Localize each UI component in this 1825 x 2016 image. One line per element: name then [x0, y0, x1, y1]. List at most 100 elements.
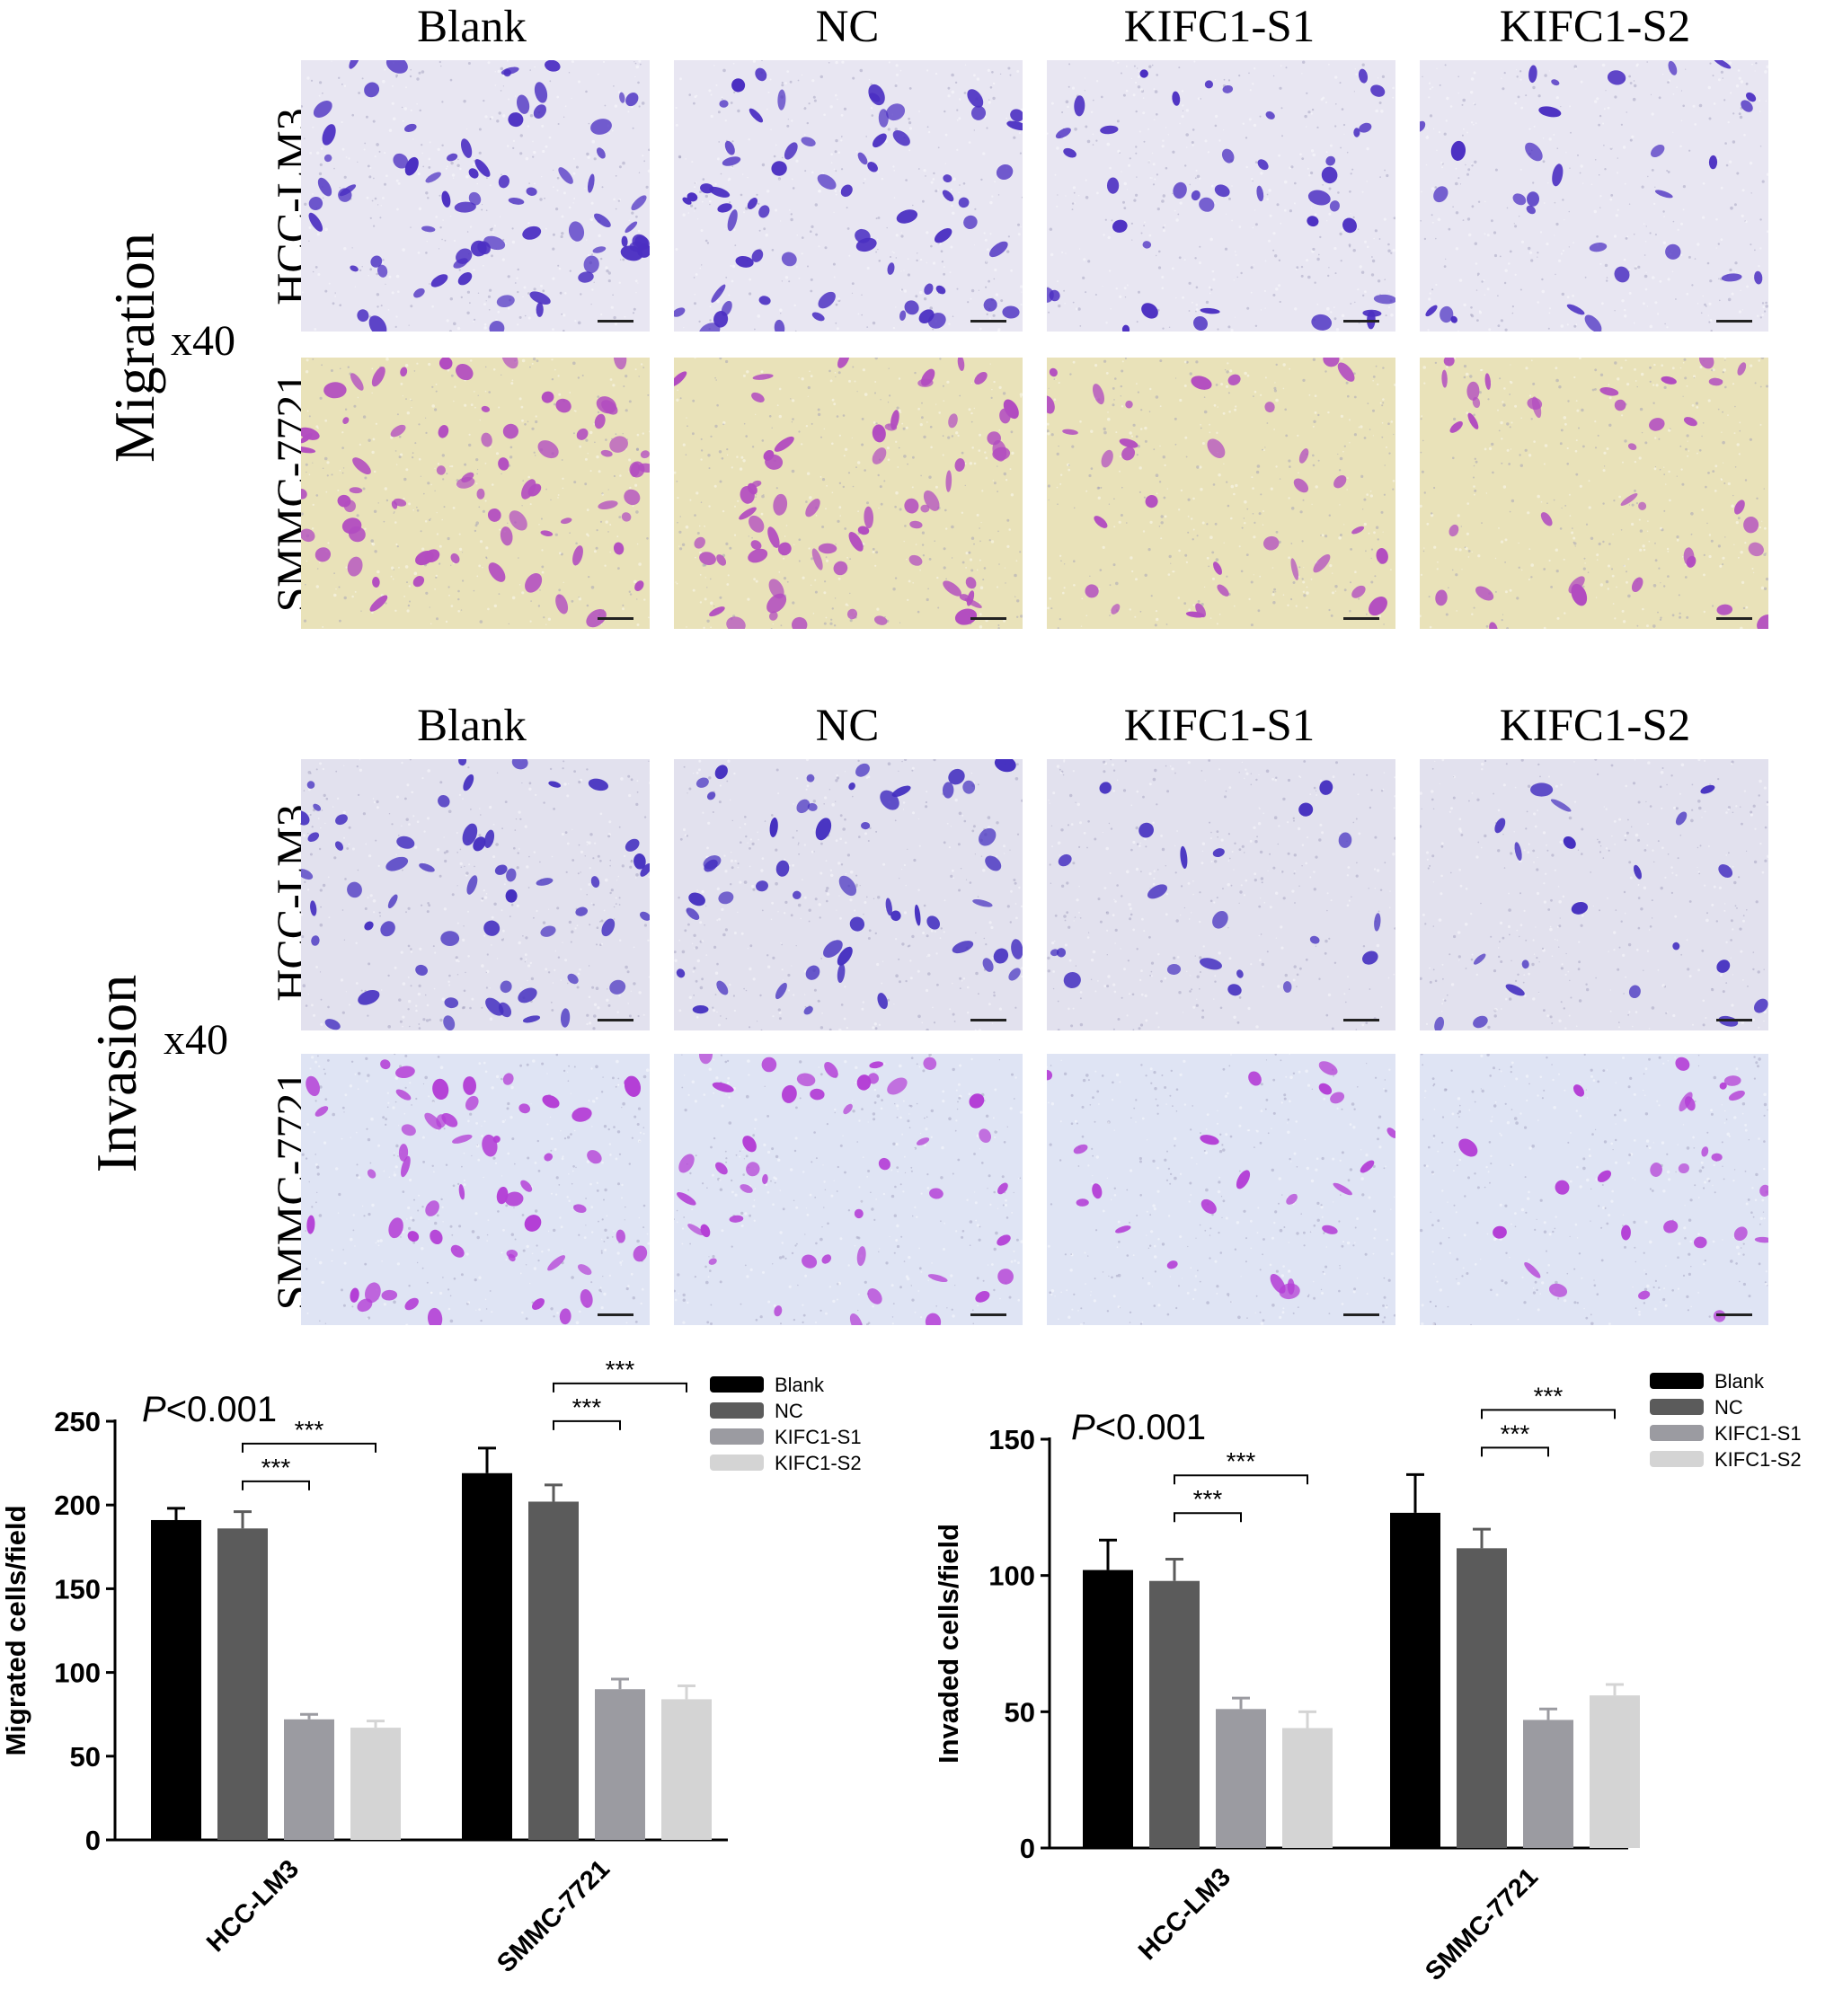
- micrograph: [1420, 60, 1768, 332]
- migration-col-kifc1-s1: KIFC1-S1: [1123, 2, 1316, 52]
- bar: [1390, 1512, 1440, 1848]
- x-category-label: HCC-LM3: [1133, 1862, 1236, 1966]
- legend-swatch: [710, 1455, 764, 1471]
- legend-label: Blank: [1714, 1370, 1765, 1393]
- x-category-label: HCC-LM3: [201, 1854, 305, 1958]
- micrograph: [1047, 759, 1395, 1030]
- micrograph: [674, 759, 1023, 1030]
- y-tick-label: 0: [1020, 1833, 1035, 1864]
- scale-bar: [1343, 617, 1379, 620]
- bar: [151, 1519, 201, 1840]
- legend-label: Blank: [775, 1374, 825, 1396]
- y-axis-label: Invaded cells/field: [933, 1524, 964, 1764]
- bar: [1083, 1569, 1133, 1848]
- migration-col-kifc1-s2: KIFC1-S2: [1499, 2, 1691, 52]
- significance-stars: ***: [261, 1454, 291, 1481]
- micrograph: [1047, 60, 1395, 332]
- significance-stars: ***: [1501, 1419, 1530, 1447]
- p-value-annotation: P<0.001: [1071, 1408, 1206, 1447]
- migrated-cells-chart: 0 50 100 150 200 250 Migrated cells/field P<0.0…: [0, 1357, 862, 1978]
- bar: [1149, 1580, 1200, 1848]
- migration-col-blank: Blank: [417, 2, 527, 52]
- migration-magnification: x40: [171, 317, 235, 365]
- significance-bracket: [1481, 1409, 1616, 1419]
- invasion-col-nc: NC: [815, 701, 880, 751]
- micrograph: [301, 759, 650, 1030]
- scale-bar: [1343, 1019, 1379, 1021]
- y-tick-label: 50: [1005, 1696, 1035, 1728]
- invasion-col-kifc1-s2: KIFC1-S2: [1499, 701, 1691, 751]
- migration-col-nc: NC: [815, 2, 880, 52]
- micrograph: [674, 1054, 1023, 1325]
- legend-swatch: [1650, 1425, 1704, 1441]
- scale-bar: [970, 1313, 1006, 1316]
- micrograph: [301, 60, 650, 332]
- bar: [528, 1501, 579, 1840]
- significance-bracket: [242, 1442, 377, 1453]
- bar: [1590, 1695, 1640, 1848]
- scale-bar: [970, 617, 1006, 620]
- legend-label: KIFC1-S2: [1714, 1448, 1802, 1471]
- legend-label: KIFC1-S1: [1714, 1422, 1802, 1445]
- micrograph: [1047, 358, 1395, 629]
- legend-label: KIFC1-S2: [775, 1452, 862, 1474]
- bar: [462, 1472, 512, 1840]
- scale-bar: [970, 320, 1006, 323]
- p-value-symbol: P: [1071, 1408, 1095, 1447]
- significance-bracket: [553, 1419, 621, 1430]
- y-tick-label: 200: [54, 1490, 101, 1521]
- bar: [661, 1699, 712, 1840]
- significance-bracket: [242, 1480, 310, 1490]
- significance-stars: ***: [1534, 1382, 1564, 1410]
- micrograph: [674, 358, 1023, 629]
- legend-swatch: [1650, 1399, 1704, 1415]
- scale-bar: [1716, 1019, 1752, 1021]
- legend-label: NC: [1714, 1396, 1743, 1419]
- bar: [217, 1528, 268, 1840]
- p-value-annotation: P<0.001: [142, 1390, 277, 1429]
- x-category-label: SMMC-7721: [492, 1854, 616, 1978]
- legend-swatch: [710, 1376, 764, 1393]
- p-value-symbol: P: [142, 1390, 166, 1429]
- scale-bar: [598, 1313, 633, 1316]
- y-tick-label: 100: [988, 1561, 1035, 1592]
- bar: [595, 1689, 645, 1840]
- bar: [1216, 1709, 1266, 1848]
- micrograph: [1420, 1054, 1768, 1325]
- x-category-label: SMMC-7721: [1420, 1862, 1544, 1986]
- bar: [1523, 1720, 1573, 1848]
- significance-stars: ***: [1227, 1447, 1256, 1475]
- scale-bar: [598, 617, 633, 620]
- legend-label: KIFC1-S1: [775, 1426, 862, 1448]
- micrograph: [301, 1054, 650, 1325]
- scale-bar: [598, 320, 633, 323]
- legend-label: NC: [775, 1400, 803, 1422]
- migration-title: Migration: [102, 233, 166, 463]
- invasion-title: Invasion: [84, 974, 148, 1173]
- significance-bracket: [553, 1382, 687, 1393]
- micrograph: [1420, 358, 1768, 629]
- scale-bar: [970, 1019, 1006, 1021]
- bar: [1457, 1548, 1507, 1848]
- y-tick-label: 100: [54, 1658, 101, 1689]
- significance-stars: ***: [295, 1416, 324, 1444]
- scale-bar: [1716, 1313, 1752, 1316]
- p-value-text: <0.001: [166, 1390, 277, 1429]
- micrograph: [301, 358, 650, 629]
- micrograph: [1420, 759, 1768, 1030]
- invasion-col-blank: Blank: [417, 701, 527, 751]
- y-tick-label: 50: [70, 1741, 101, 1773]
- y-tick-label: 0: [85, 1825, 101, 1856]
- scale-bar: [1343, 320, 1379, 323]
- invaded-cells-chart: 0 50 100 150 Invaded cells/field P<0.001 HCC-L…: [933, 1370, 1802, 1986]
- bar: [1282, 1728, 1333, 1848]
- y-tick-label: 150: [54, 1573, 101, 1605]
- significance-bracket: [1174, 1474, 1308, 1485]
- significance-bracket: [1481, 1446, 1549, 1457]
- significance-stars: ***: [1193, 1485, 1223, 1513]
- scale-bar: [1716, 320, 1752, 323]
- scale-bar: [1716, 617, 1752, 620]
- y-tick-label: 250: [54, 1406, 101, 1437]
- p-value-text: <0.001: [1095, 1408, 1206, 1447]
- legend-swatch: [1650, 1373, 1704, 1389]
